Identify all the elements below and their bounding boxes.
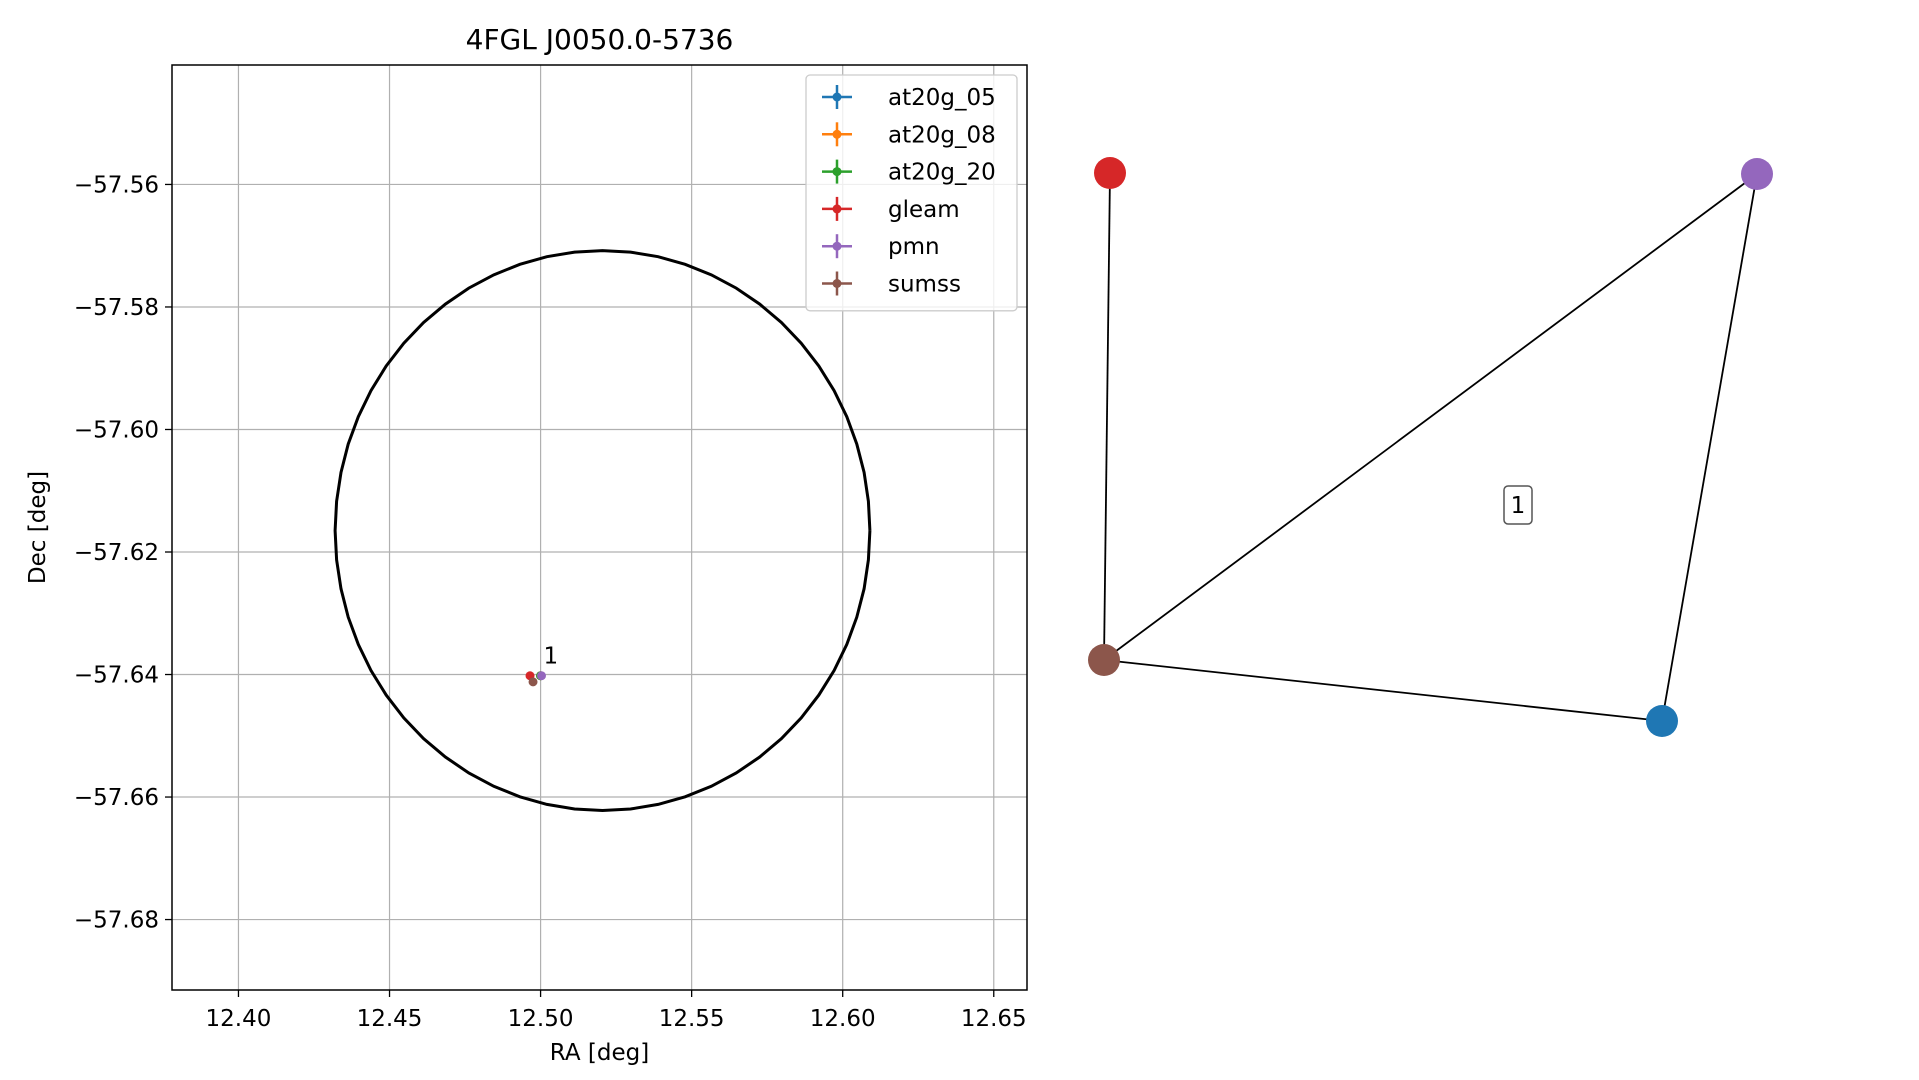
- cluster-label-frame: [1503, 485, 1533, 525]
- legend-label: gleam: [888, 197, 960, 223]
- legend-marker-dot: [832, 241, 842, 251]
- point-sumss: [528, 677, 538, 687]
- legend-marker-dot: [832, 279, 842, 288]
- y-axis-ticks: −57.56 −57.58 −57.60 −57.62 −57.64 −57.66 −57.…: [74, 172, 172, 934]
- y-tick-label: −57.56: [74, 172, 159, 198]
- edge-pmn-at20g: [1661, 173, 1758, 722]
- position-error-ellipse: [333, 249, 872, 813]
- edge-sumss-at20g: [1103, 659, 1663, 722]
- legend-marker-dot: [832, 204, 842, 214]
- node-gleam: [1094, 157, 1126, 189]
- legend-entry-at20g_05: at20g_05: [822, 85, 996, 111]
- source-points: [525, 671, 546, 687]
- network-nodes: [1088, 157, 1773, 737]
- legend-label: pmn: [888, 234, 940, 260]
- x-tick-label: 12.60: [810, 1006, 876, 1032]
- legend-marker-dot: [832, 167, 842, 177]
- y-axis-label: Dec [deg]: [25, 471, 51, 584]
- legend-frame: [805, 74, 1018, 312]
- x-tick-label: 12.55: [659, 1006, 725, 1032]
- y-tick-label: −57.58: [74, 295, 159, 321]
- x-tick-label: 12.65: [961, 1006, 1027, 1032]
- point-annotation: 1: [543, 643, 558, 669]
- x-tick-label: 12.45: [357, 1006, 423, 1032]
- chart-title: 4FGL J0050.0-5736: [466, 23, 734, 56]
- y-tick-label: −57.66: [74, 785, 159, 811]
- legend-entry-at20g_20: at20g_20: [822, 159, 996, 186]
- scatter-panel: 1 12.40 12.45 12.50 12.55 12.60 12.65 −57.56−…: [25, 23, 1028, 1066]
- x-tick-label: 12.40: [206, 1006, 272, 1032]
- y-tick-label: −57.60: [74, 417, 159, 443]
- y-tick-label: −57.64: [74, 663, 159, 689]
- x-tick-label: 12.50: [508, 1006, 574, 1032]
- y-tick-label: −57.68: [74, 908, 159, 934]
- legend-entry-sumss: sumss: [822, 271, 961, 298]
- node-pmn: [1741, 158, 1773, 190]
- x-axis-ticks: 12.40 12.45 12.50 12.55 12.60 12.65: [206, 990, 1027, 1032]
- legend-label: at20g_08: [888, 122, 996, 148]
- legend-entry-at20g_08: at20g_08: [822, 122, 996, 148]
- legend-marker-dot: [832, 129, 842, 139]
- legend-label: sumss: [888, 272, 961, 298]
- legend-label: at20g_20: [888, 160, 996, 186]
- annotations: 1: [543, 643, 558, 669]
- error-ellipse-layer: [333, 249, 872, 813]
- legend-marker-dot: [832, 92, 842, 102]
- cluster-label: 1: [1511, 493, 1526, 519]
- node-at20g: [1646, 705, 1678, 737]
- network-edges: [1103, 172, 1758, 722]
- node-sumss: [1088, 644, 1120, 676]
- point-pmn: [536, 671, 546, 681]
- network-panel: 1: [1088, 157, 1773, 737]
- y-tick-label: −57.62: [74, 540, 159, 566]
- cluster-label-box: 1: [1503, 485, 1533, 525]
- axes-frame: [171, 64, 1028, 991]
- x-axis-label: RA [deg]: [550, 1040, 649, 1066]
- legend-label: at20g_05: [888, 85, 996, 111]
- legend-entry-pmn: pmn: [822, 234, 940, 260]
- legend-entry-gleam: gleam: [822, 196, 960, 223]
- edge-sumss-pmn: [1103, 173, 1758, 661]
- edge-gleam-sumss: [1103, 172, 1111, 661]
